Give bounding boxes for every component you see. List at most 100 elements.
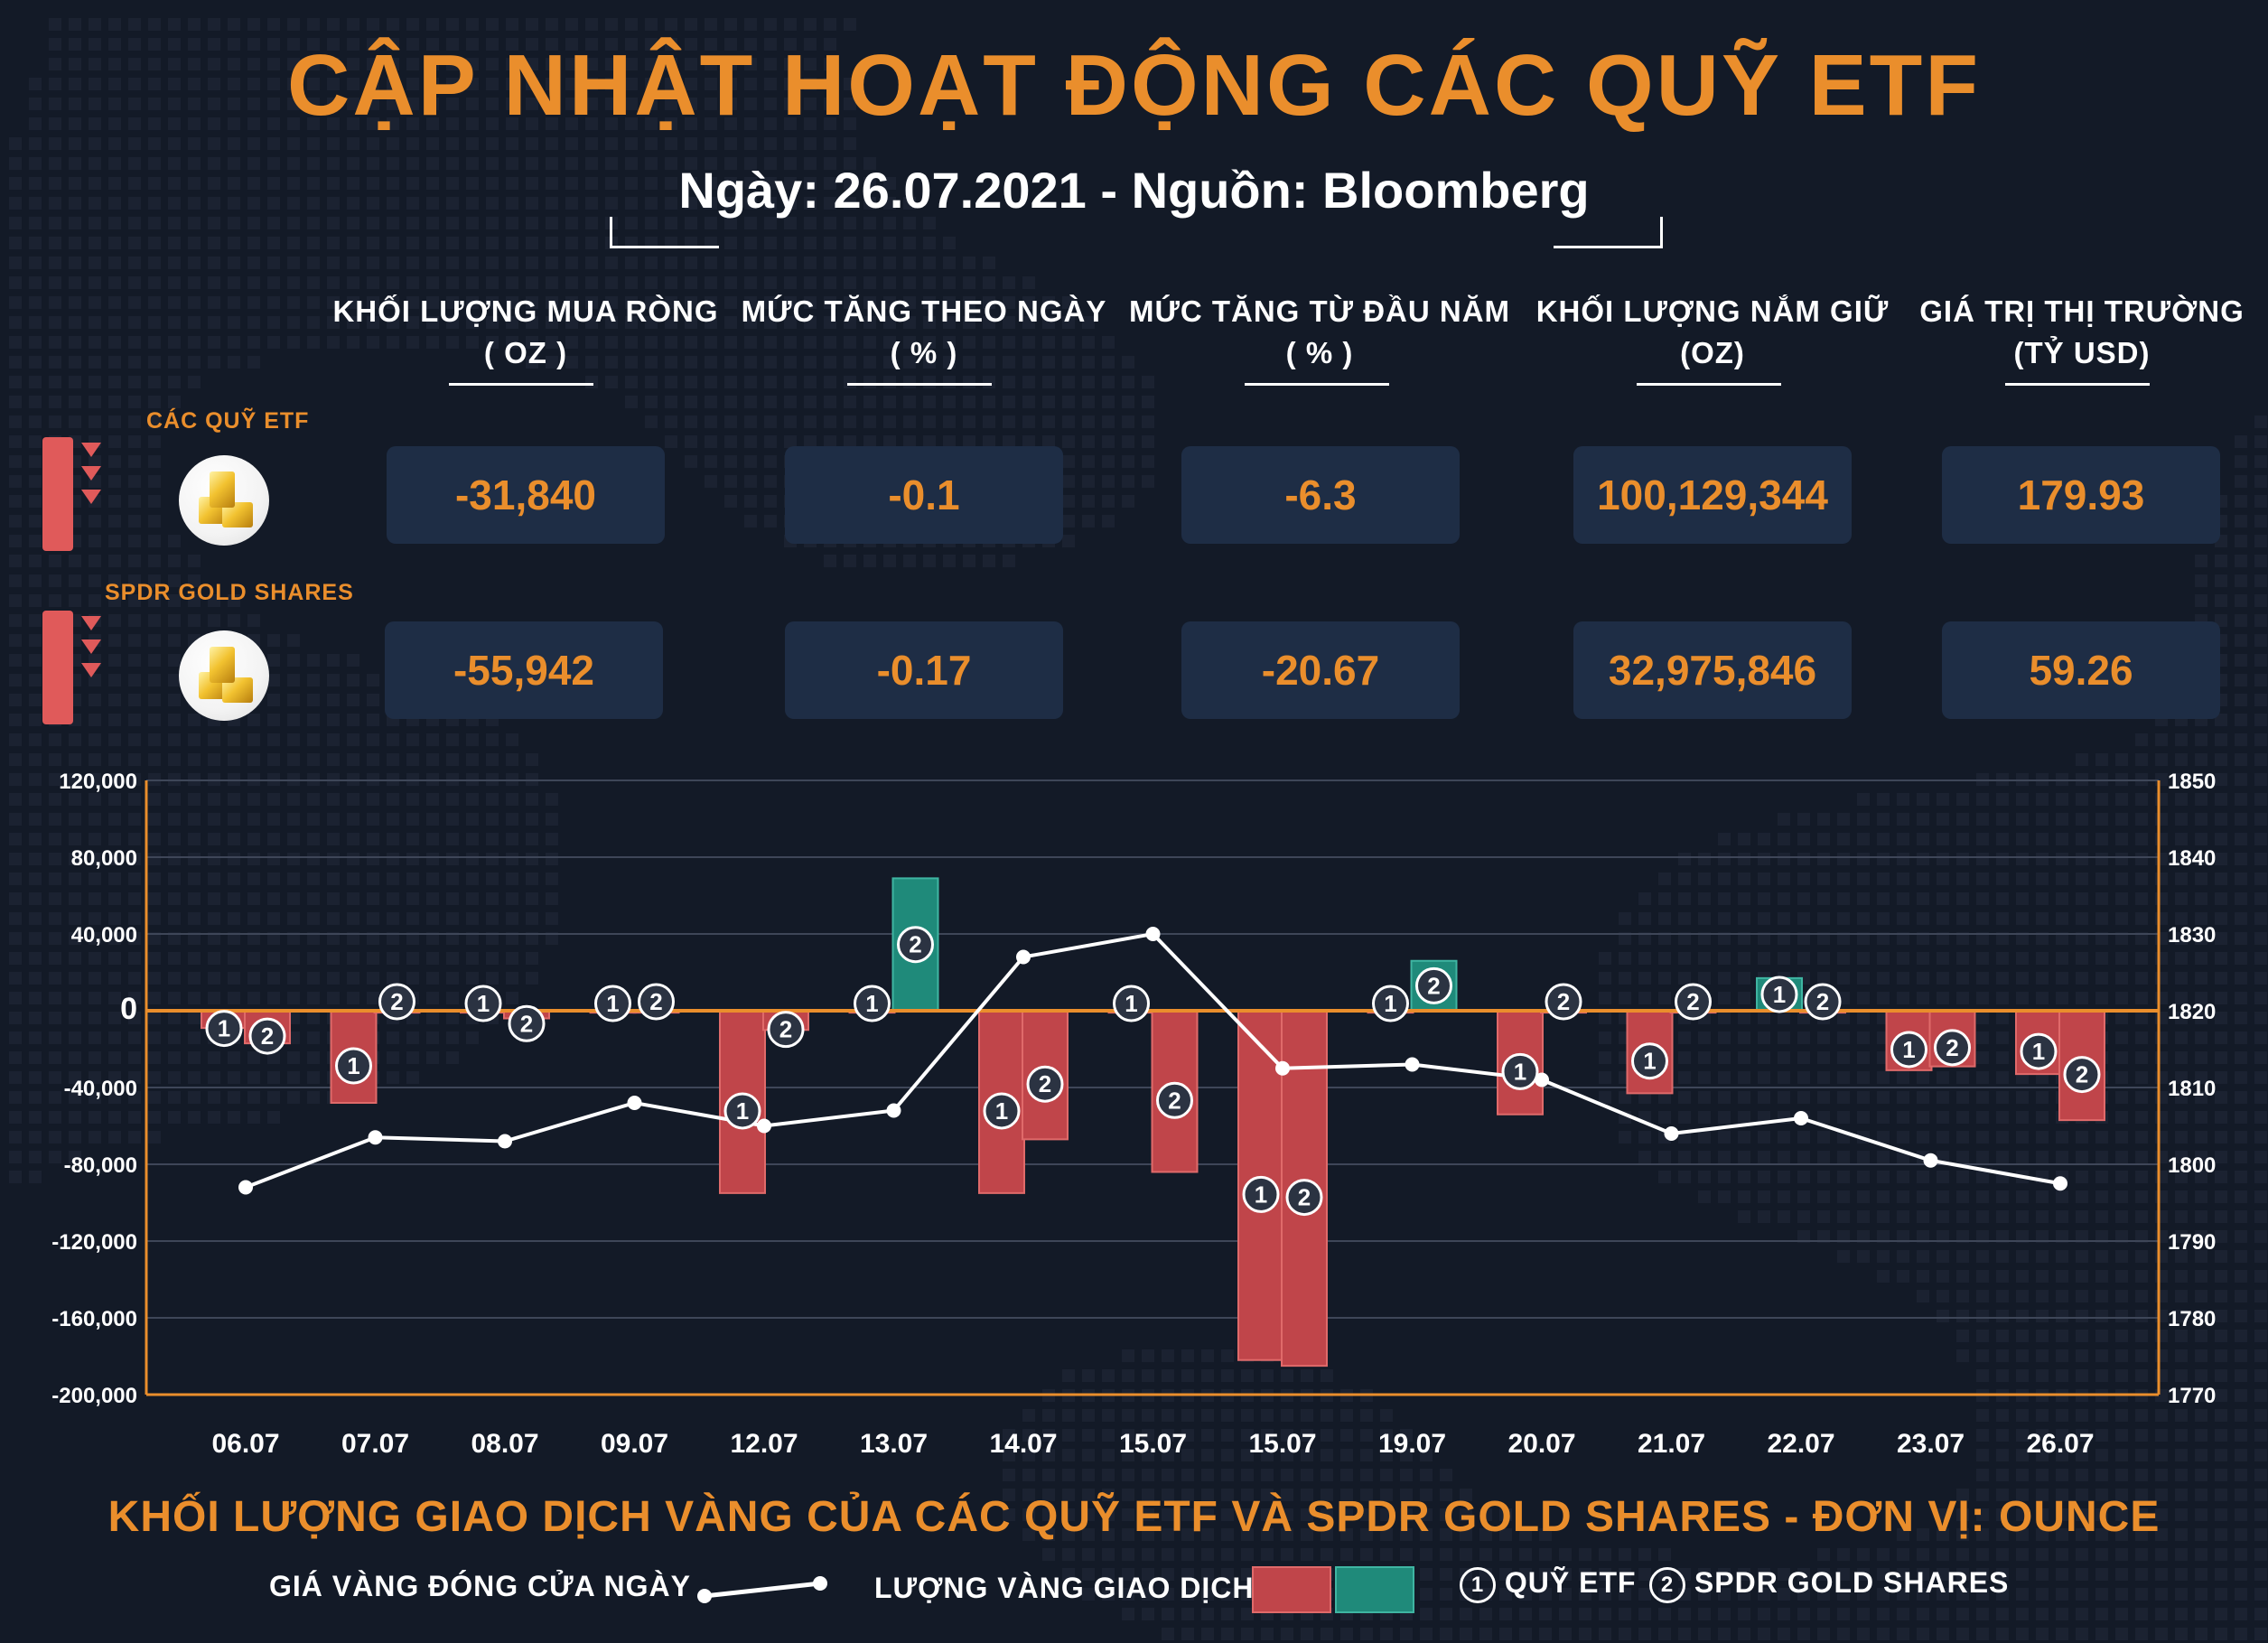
- row-label-etf: CÁC QUỸ ETF: [146, 408, 310, 434]
- etf-trading-chart: 120,000 80,000 40,000 0 -40,000 -80,000 -120,0…: [51, 770, 2216, 1454]
- legend-positive-swatch: [1335, 1566, 1414, 1613]
- marker-1-icon: 1: [1372, 985, 1409, 1022]
- legend-marker-1: 1 QUỸ ETF: [1460, 1566, 1637, 1603]
- svg-text:1: 1: [736, 1097, 749, 1125]
- svg-text:1: 1: [1902, 1036, 1915, 1063]
- y-right-tick-label: 1820: [2168, 1000, 2216, 1024]
- gold-bars-icon: [179, 455, 269, 546]
- marker-1-icon: 1: [335, 1047, 372, 1085]
- down-arrow-icon: [81, 443, 101, 457]
- price-point: [1794, 1111, 1808, 1125]
- spdr-holdings-value: 32,975,846: [1573, 621, 1852, 719]
- svg-text:1: 1: [2032, 1038, 2045, 1065]
- y-left-tick-label: 120,000: [59, 770, 137, 794]
- column-header-ytd-change: MỨC TĂNG TỪ ĐẦU NĂM( % ): [1128, 294, 1511, 369]
- x-tick-label: 26.07: [2026, 1429, 2094, 1454]
- price-point: [1923, 1153, 1938, 1168]
- svg-text:1: 1: [1255, 1181, 1267, 1208]
- price-point: [1016, 949, 1031, 965]
- chart-title: KHỐI LƯỢNG GIAO DỊCH VÀNG CỦA CÁC QUỸ ET…: [107, 1493, 2161, 1541]
- x-tick-label: 07.07: [341, 1429, 409, 1454]
- svg-text:2: 2: [1557, 988, 1570, 1015]
- y-right-tick-label: 1770: [2168, 1384, 2216, 1408]
- marker-2-icon: 2: [1545, 983, 1582, 1021]
- price-point: [368, 1130, 383, 1145]
- svg-text:2: 2: [1168, 1087, 1181, 1114]
- marker-1-icon: 1: [464, 985, 502, 1022]
- svg-text:2: 2: [261, 1022, 274, 1050]
- column-underline: [847, 383, 992, 386]
- marker-2-icon: 2: [1804, 983, 1842, 1021]
- marker-1-icon: 1: [1631, 1042, 1668, 1080]
- price-point: [1664, 1126, 1679, 1141]
- marker-1-icon: 1: [1113, 985, 1150, 1022]
- price-point: [1275, 1060, 1290, 1076]
- svg-text:1: 1: [1514, 1058, 1526, 1085]
- svg-text:2: 2: [390, 988, 403, 1015]
- x-tick-label: 12.07: [730, 1429, 798, 1454]
- y-right-tick-label: 1790: [2168, 1230, 2216, 1255]
- marker-2-icon: 2: [1026, 1065, 1064, 1103]
- marker-2-icon: 2: [508, 1004, 546, 1042]
- x-tick-label: 08.07: [471, 1429, 538, 1454]
- price-point: [1405, 1057, 1420, 1072]
- y-right-tick-label: 1830: [2168, 923, 2216, 948]
- svg-text:2: 2: [1427, 972, 1440, 999]
- x-tick-label: 09.07: [601, 1429, 668, 1454]
- price-point: [1145, 927, 1161, 941]
- column-underline: [1637, 383, 1781, 386]
- price-point: [757, 1118, 771, 1134]
- svg-text:2: 2: [520, 1010, 533, 1037]
- column-underline: [2005, 383, 2150, 386]
- etf-daily-change-value: -0.1: [785, 446, 1063, 544]
- marker-1-icon: 1: [1760, 976, 1798, 1013]
- svg-text:2: 2: [1686, 988, 1699, 1015]
- x-tick-label: 19.07: [1378, 1429, 1446, 1454]
- marker-1-icon: 1: [1460, 1566, 1496, 1603]
- marker-1-icon: 1: [2020, 1032, 2058, 1070]
- x-tick-label: 06.07: [211, 1429, 279, 1454]
- marker-2-icon: 2: [897, 926, 934, 964]
- price-point: [1535, 1072, 1549, 1088]
- down-indicator-bar: [42, 437, 73, 551]
- x-tick-label: 15.07: [1119, 1429, 1187, 1454]
- spdr-ytd-change-value: -20.67: [1181, 621, 1460, 719]
- spdr-daily-change-value: -0.17: [785, 621, 1063, 719]
- down-arrow-icon: [81, 490, 101, 504]
- svg-text:1: 1: [995, 1097, 1008, 1125]
- svg-text:2: 2: [909, 931, 921, 958]
- legend-line-label: GIÁ VÀNG ĐÓNG CỬA NGÀY: [269, 1570, 691, 1602]
- down-indicator-bar: [42, 611, 73, 724]
- page-subtitle: Ngày: 26.07.2021 - Nguồn: Bloomberg: [678, 162, 1590, 219]
- x-tick-label: 23.07: [1897, 1429, 1965, 1454]
- etf-ytd-change-value: -6.3: [1181, 446, 1460, 544]
- etf-holdings-value: 100,129,344: [1573, 446, 1852, 544]
- column-underline: [1245, 383, 1389, 386]
- legend-bar-label: LƯỢNG VÀNG GIAO DỊCH: [874, 1572, 1255, 1604]
- price-point: [2053, 1176, 2067, 1191]
- column-underline: [449, 383, 593, 386]
- down-arrow-icon: [81, 663, 101, 677]
- y-right-tick-label: 1840: [2168, 846, 2216, 871]
- y-left-tick-label: -40,000: [64, 1077, 137, 1101]
- svg-text:2: 2: [1298, 1184, 1311, 1211]
- legend-marker-2: 2 SPDR GOLD SHARES: [1649, 1566, 2009, 1603]
- marker-2-icon: 2: [638, 983, 675, 1021]
- svg-text:2: 2: [1039, 1070, 1051, 1097]
- svg-text:1: 1: [1384, 990, 1396, 1017]
- down-arrow-icon: [81, 616, 101, 630]
- y-right-tick-label: 1810: [2168, 1077, 2216, 1101]
- marker-2-icon: 2: [1934, 1029, 1971, 1067]
- marker-2-icon: 2: [1415, 966, 1452, 1004]
- svg-text:1: 1: [1125, 990, 1137, 1017]
- column-header-holdings: KHỐI LƯỢNG NẮM GIỮ (OZ): [1535, 294, 1890, 369]
- gold-bars-icon: [179, 630, 269, 721]
- y-right-tick-label: 1780: [2168, 1307, 2216, 1331]
- svg-text:1: 1: [865, 990, 878, 1017]
- marker-2-icon: 2: [1649, 1566, 1685, 1603]
- page-title: CẬP NHẬT HOẠT ĐỘNG CÁC QUỸ ETF: [287, 37, 1981, 134]
- svg-text:1: 1: [1643, 1048, 1656, 1075]
- svg-text:1: 1: [477, 990, 490, 1017]
- marker-2-icon: 2: [248, 1017, 286, 1055]
- y-right-tick-label: 1850: [2168, 770, 2216, 794]
